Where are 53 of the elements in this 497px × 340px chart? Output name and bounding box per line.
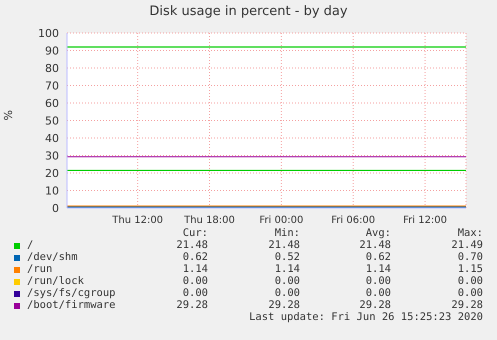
y-tick-label: 50 bbox=[45, 114, 59, 128]
chart-title: Disk usage in percent - by day bbox=[148, 4, 349, 19]
text: 0.00 bbox=[458, 287, 483, 299]
y-tick-label: 100 bbox=[38, 26, 59, 40]
text: 29.28 bbox=[268, 299, 300, 311]
text: 21.48 bbox=[268, 239, 300, 251]
text: 0.00 bbox=[182, 275, 208, 287]
y-tick-label: 20 bbox=[45, 166, 59, 180]
text: 29.28 bbox=[451, 299, 483, 311]
text: Min: bbox=[274, 227, 300, 239]
text: 21.48 bbox=[359, 239, 391, 251]
legend-label: /sys/fs/cgroup bbox=[27, 287, 116, 299]
y-tick-label: 80 bbox=[45, 62, 59, 75]
text: 0.70 bbox=[458, 251, 483, 263]
text: Cur: bbox=[182, 227, 208, 239]
y-tick-label: 30 bbox=[45, 149, 59, 162]
text: 0.00 bbox=[274, 287, 300, 299]
text: 1.14 bbox=[366, 263, 391, 275]
x-tick-label: Fri 06:00 bbox=[331, 215, 376, 226]
legend-label: /run bbox=[27, 263, 52, 275]
text: Last update: Fri Jun 26 15:25:23 2020 bbox=[249, 311, 483, 323]
text: 29.28 bbox=[176, 299, 208, 311]
text: 1.14 bbox=[274, 263, 300, 275]
y-axis-title: % bbox=[2, 110, 15, 120]
text: 0.52 bbox=[274, 251, 300, 263]
text: 0.62 bbox=[182, 251, 208, 263]
legend-label: /boot/firmware bbox=[27, 299, 116, 311]
legend-label: / bbox=[27, 239, 34, 251]
text: 1.15 bbox=[458, 263, 483, 275]
x-tick-label: Fri 00:00 bbox=[259, 215, 304, 226]
y-tick-label: 40 bbox=[45, 132, 59, 145]
x-tick-label: Fri 12:00 bbox=[403, 215, 448, 226]
text: Max: bbox=[458, 227, 483, 239]
text: 21.49 bbox=[451, 239, 483, 251]
text: 29.28 bbox=[359, 299, 391, 311]
x-tick-label: Thu 12:00 bbox=[111, 215, 164, 226]
y-tick-label: 60 bbox=[45, 96, 59, 110]
text: 0.00 bbox=[274, 275, 300, 287]
text: 0.62 bbox=[366, 251, 391, 263]
y-tick-label: 10 bbox=[45, 184, 59, 198]
y-tick-label: 90 bbox=[45, 44, 59, 58]
y-tick-label: 0 bbox=[52, 202, 59, 215]
text: 21.48 bbox=[176, 239, 208, 251]
text: Avg: bbox=[366, 227, 391, 239]
x-tick-label: Thu 18:00 bbox=[183, 215, 235, 226]
y-tick-label: 70 bbox=[45, 79, 59, 92]
text: 0.00 bbox=[366, 275, 391, 287]
text: 0.00 bbox=[458, 275, 483, 287]
text: 0.00 bbox=[182, 287, 208, 299]
legend-label: /dev/shm bbox=[27, 251, 78, 263]
text: 0.00 bbox=[366, 287, 391, 299]
legend-label: /run/lock bbox=[27, 275, 84, 287]
text: 1.14 bbox=[182, 263, 208, 275]
